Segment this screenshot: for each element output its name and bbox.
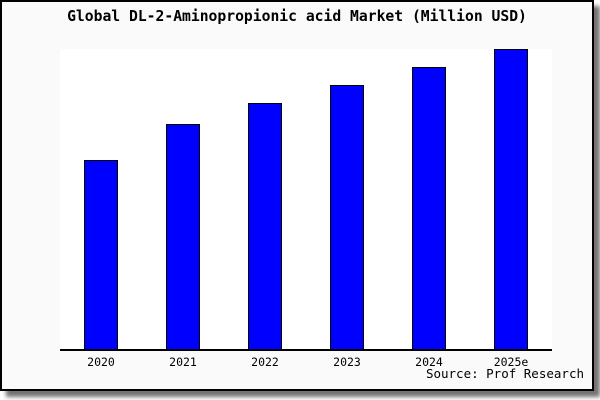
bar-slot bbox=[142, 49, 224, 349]
bar-2025e bbox=[494, 49, 528, 349]
source-attribution: Source: Prof Research bbox=[425, 366, 584, 381]
bar-2023 bbox=[330, 85, 364, 349]
bar-slot bbox=[470, 49, 552, 349]
plot-area bbox=[60, 49, 552, 351]
x-axis-tick-labels: 2020 2021 2022 2023 2024 2025e bbox=[60, 355, 552, 369]
chart-title: Global DL-2-Aminopropionic acid Market (… bbox=[67, 8, 527, 25]
bar-slot bbox=[224, 49, 306, 349]
x-tick-label-2023: 2023 bbox=[333, 355, 361, 369]
bar-2024 bbox=[412, 67, 446, 349]
bar-slot bbox=[60, 49, 142, 349]
bar-slot bbox=[306, 49, 388, 349]
bar-2021 bbox=[166, 124, 200, 349]
bar-2020 bbox=[84, 160, 118, 349]
chart-card: Global DL-2-Aminopropionic acid Market (… bbox=[0, 0, 594, 391]
x-tick-label-2025e: 2025e bbox=[493, 355, 529, 369]
bar-2022 bbox=[248, 103, 282, 349]
x-tick-label-2024: 2024 bbox=[415, 355, 443, 369]
x-tick-label-2020: 2020 bbox=[87, 355, 115, 369]
x-tick-label-2021: 2021 bbox=[169, 355, 197, 369]
bar-slot bbox=[388, 49, 470, 349]
x-tick-label-2022: 2022 bbox=[251, 355, 279, 369]
